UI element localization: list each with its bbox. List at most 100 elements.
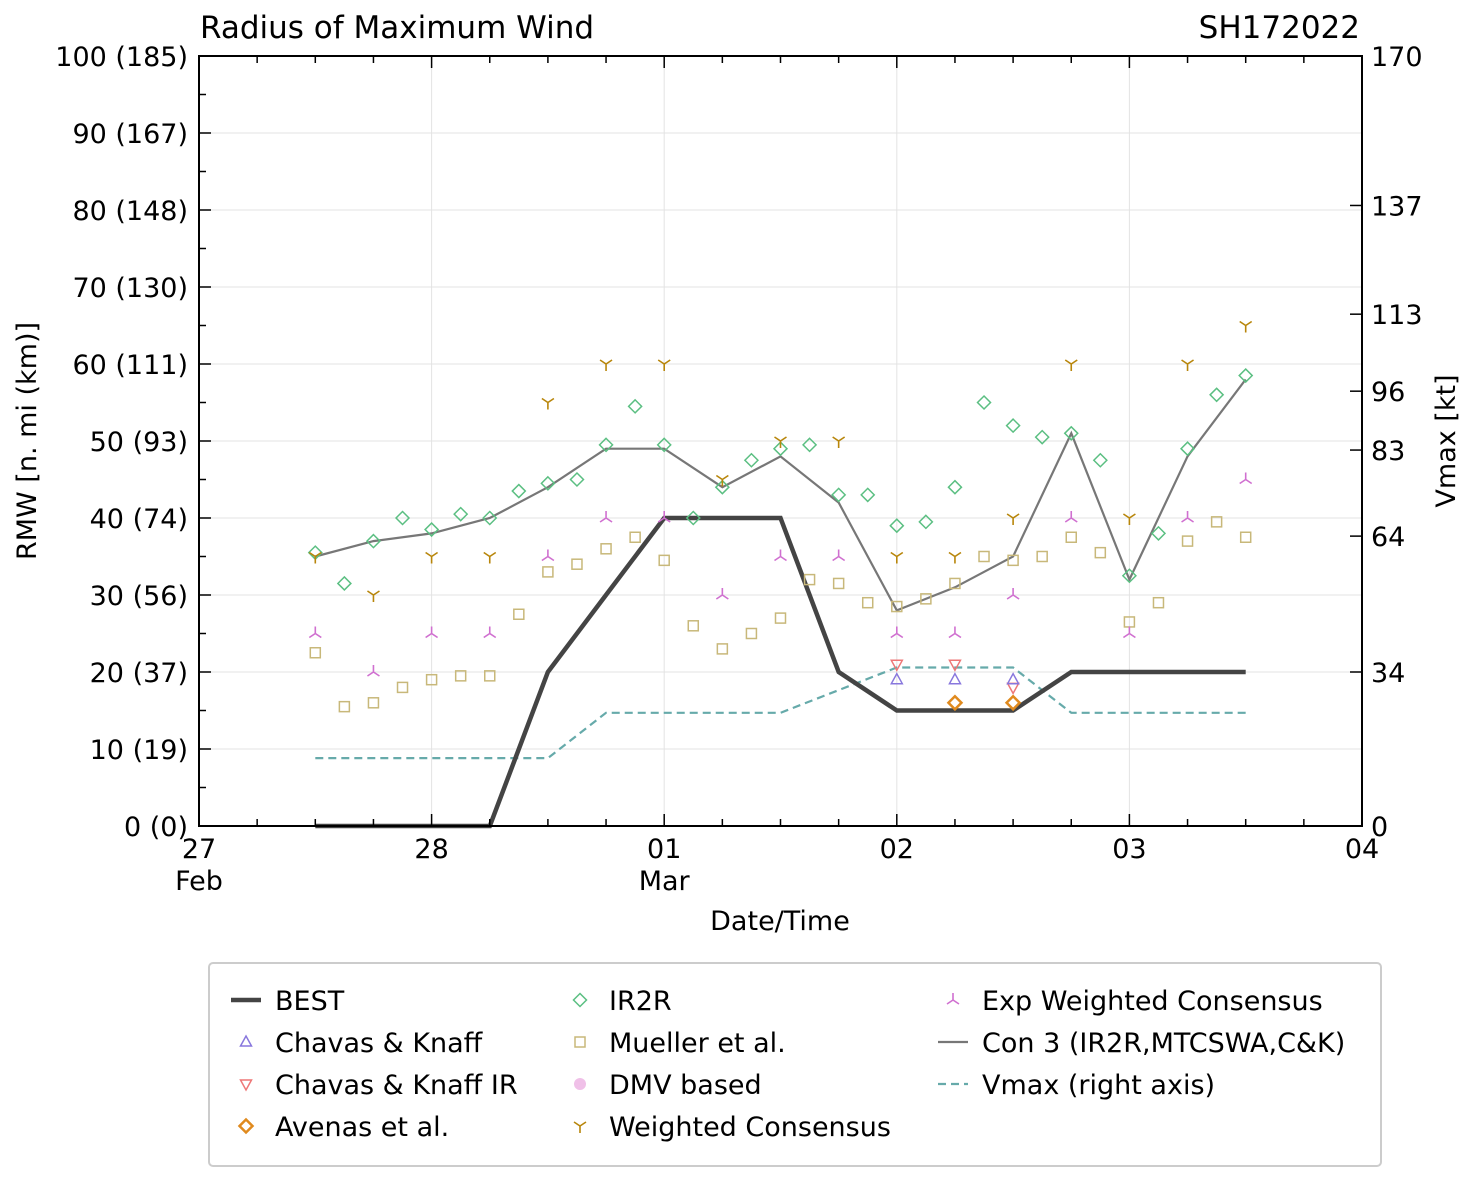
data-point-expw: [657, 511, 671, 523]
legend-item-best: BEST: [231, 986, 345, 1017]
legend-item-avenas: Avenas et al.: [237, 1112, 449, 1143]
y-tick-label: 30 (56): [90, 581, 188, 612]
legend-item-con3: Con 3 (IR2R,MTCSWA,C&K): [938, 1028, 1345, 1059]
data-point-ir2r: [424, 521, 440, 538]
legend-marker-wcons: [573, 1121, 587, 1133]
data-point-avenas: [1004, 694, 1022, 712]
data-point-ckir: [890, 659, 904, 672]
data-point-wcons: [541, 397, 555, 410]
data-point-ir2r: [1005, 418, 1021, 434]
data-point-expw: [774, 549, 787, 562]
data-point-wcons: [599, 359, 613, 371]
data-point-expw: [599, 511, 613, 523]
legend-marker-expw: [946, 993, 960, 1005]
legend-marker-ir2r: [572, 992, 588, 1008]
data-point-wcons: [715, 474, 729, 487]
data-point-wcons: [774, 436, 787, 448]
data-point-ir2r: [976, 394, 992, 411]
data-point-wcons: [1239, 320, 1253, 333]
legend-marker-ckir: [239, 1079, 253, 1092]
data-point-ir2r: [831, 487, 847, 503]
data-point-mueller: [949, 577, 961, 590]
data-point-ir2r: [365, 533, 382, 549]
x-tick-label: 04: [1345, 834, 1379, 865]
data-point-ckir: [1006, 682, 1020, 695]
data-point-avenas: [946, 694, 964, 712]
data-point-ck: [948, 672, 962, 685]
y-tick-label: 100 (185): [55, 42, 188, 73]
data-point-wcons: [1006, 513, 1020, 525]
y-tick-label: 10 (19): [90, 735, 188, 766]
data-point-expw: [425, 626, 439, 639]
data-point-mueller: [425, 673, 438, 686]
data-point-ir2r: [1238, 367, 1254, 384]
x-tick-month-label: Mar: [639, 866, 691, 897]
legend-item-ck: Chavas & Knaff: [239, 1028, 484, 1059]
data-point-mueller: [1007, 554, 1019, 567]
data-point-mueller: [774, 612, 787, 624]
data-point-ir2r: [1063, 425, 1079, 441]
y-tick-label: 20 (37): [90, 658, 188, 689]
data-point-wcons: [1122, 513, 1136, 525]
data-point-mueller: [309, 647, 322, 659]
y-tick-label: 90 (167): [72, 119, 188, 150]
data-point-expw: [1064, 511, 1078, 523]
data-point-expw: [1239, 472, 1253, 485]
legend-label-ir2r: IR2R: [609, 986, 672, 1017]
data-point-expw: [715, 588, 729, 600]
y2-tick-label: 0: [1371, 812, 1388, 843]
data-point-mueller: [571, 558, 583, 570]
data-point-mueller: [687, 620, 700, 632]
legend-marker-dmv: [574, 1078, 586, 1090]
data-point-ir2r: [336, 575, 352, 592]
data-point-expw: [308, 626, 322, 639]
data-point-mueller: [1239, 531, 1252, 543]
data-point-mueller: [484, 670, 496, 682]
legend-label-expw: Exp Weighted Consensus: [982, 986, 1323, 1017]
data-point-mueller: [1065, 531, 1077, 543]
legend-label-ck: Chavas & Knaff: [275, 1028, 484, 1059]
data-point-mueller: [629, 531, 641, 543]
x-tick-month-label: Feb: [175, 866, 223, 897]
y2-tick-label: 83: [1371, 436, 1405, 467]
legend-marker-avenas: [237, 1117, 255, 1135]
y2-tick-label: 96: [1371, 377, 1405, 408]
legend-label-con3: Con 3 (IR2R,MTCSWA,C&K): [982, 1028, 1345, 1059]
data-point-ir2r: [1034, 429, 1050, 445]
x-tick-label: 03: [1112, 834, 1146, 865]
data-point-ir2r: [1121, 568, 1137, 584]
data-point-expw: [367, 665, 380, 677]
data-point-ir2r: [453, 506, 469, 522]
series-ir2r: [307, 367, 1254, 592]
data-point-expw: [1006, 588, 1020, 600]
series-expw: [308, 472, 1253, 677]
data-point-mueller: [454, 670, 467, 682]
data-point-ir2r: [714, 479, 730, 495]
data-point-wcons: [367, 590, 380, 602]
data-point-wcons: [890, 551, 904, 564]
data-point-wcons: [1064, 359, 1078, 371]
data-point-ir2r: [685, 510, 701, 526]
y2-tick-label: 64: [1371, 522, 1405, 553]
legend-item-mueller: Mueller et al.: [574, 1028, 786, 1059]
data-point-mueller: [600, 543, 612, 555]
data-point-mueller: [367, 697, 380, 709]
data-point-expw: [541, 549, 555, 562]
x-tick-label: 28: [414, 834, 448, 865]
data-point-ir2r: [1209, 387, 1225, 403]
data-point-mueller: [1036, 550, 1048, 563]
data-point-ir2r: [772, 441, 789, 457]
data-point-wcons: [483, 551, 497, 564]
y-tick-label: 50 (93): [90, 427, 188, 458]
series-ck: [890, 672, 1020, 685]
data-point-ir2r: [627, 398, 643, 414]
data-point-ir2r: [743, 452, 759, 468]
legend-label-mueller: Mueller et al.: [609, 1028, 786, 1059]
data-point-ir2r: [860, 487, 876, 503]
data-point-wcons: [948, 551, 962, 564]
data-point-wcons: [1181, 359, 1194, 371]
legend-label-avenas: Avenas et al.: [275, 1112, 449, 1143]
data-point-mueller: [716, 643, 729, 655]
